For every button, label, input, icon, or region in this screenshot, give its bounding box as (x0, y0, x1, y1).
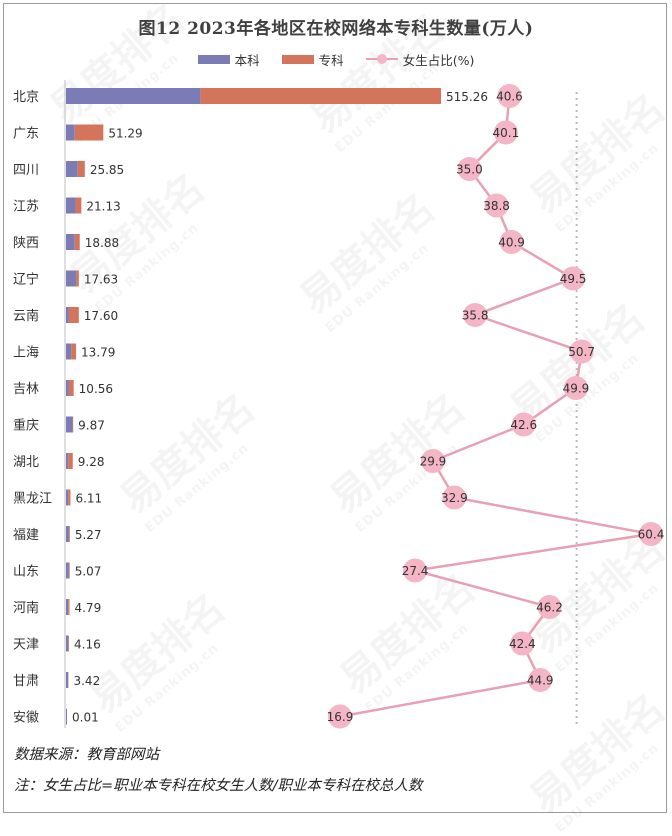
category-label-13: 山东 (13, 565, 39, 580)
bar-total-label-1: 51.29 (108, 127, 142, 141)
category-label-14: 河南 (13, 600, 39, 616)
bar-benke-2 (66, 161, 78, 177)
bar-benke-14 (66, 599, 68, 615)
bar-zhuanke-2 (78, 161, 85, 177)
bar-total-label-8: 10.56 (79, 382, 113, 396)
bar-benke-7 (66, 344, 71, 360)
bar-benke-0 (66, 88, 201, 104)
category-label-3: 江苏 (13, 199, 39, 215)
bar-zhuanke-11 (68, 490, 70, 506)
bar-zhuanke-1 (75, 125, 104, 141)
bar-benke-3 (66, 198, 75, 214)
bar-benke-13 (66, 563, 69, 579)
bar-zhuanke-12 (69, 526, 70, 542)
bar-total-label-13: 5.07 (75, 565, 102, 579)
bar-total-label-6: 17.60 (84, 309, 118, 323)
bar-total-label-17: 0.01 (72, 711, 99, 725)
ratio-line (340, 96, 651, 717)
bar-benke-1 (66, 125, 75, 141)
bar-zhuanke-14 (68, 599, 69, 615)
ratio-label-3: 38.8 (483, 199, 510, 213)
bar-benke-8 (66, 380, 69, 396)
bar-total-label-3: 21.13 (86, 200, 120, 214)
category-label-12: 福建 (13, 528, 39, 543)
bar-total-label-7: 13.79 (81, 346, 115, 360)
bar-benke-16 (66, 672, 68, 688)
bar-benke-15 (66, 636, 68, 652)
chart-svg: 北京 515.26 广东 51.29 四川 25.85 江苏 21.13 陕西 18.88 辽宁 17… (0, 0, 672, 818)
bar-benke-11 (66, 490, 68, 506)
ratio-label-12: 60.4 (638, 528, 665, 542)
bar-zhuanke-13 (69, 563, 70, 579)
source-note: 数据来源：教育部网站 (14, 743, 159, 764)
bar-total-label-15: 4.16 (74, 638, 101, 652)
ratio-label-8: 49.9 (563, 382, 590, 396)
ratio-label-14: 46.2 (536, 601, 563, 615)
bar-zhuanke-7 (71, 344, 76, 360)
bar-total-label-2: 25.85 (90, 163, 124, 177)
bar-benke-12 (66, 526, 69, 542)
bar-zhuanke-9 (73, 417, 74, 433)
category-label-16: 甘肃 (13, 674, 39, 689)
ratio-label-5: 49.5 (560, 272, 587, 286)
category-label-17: 安徽 (13, 711, 39, 726)
bar-total-label-11: 6.11 (75, 492, 102, 506)
ratio-label-10: 29.9 (420, 455, 447, 469)
ratio-label-7: 50.7 (568, 345, 595, 359)
bar-total-label-12: 5.27 (75, 528, 102, 542)
bar-benke-10 (66, 453, 68, 469)
definition-note: 注：女生占比=职业本专科在校女生人数/职业本专科在校总人数 (14, 774, 423, 795)
category-label-11: 黑龙江 (13, 492, 52, 507)
bar-total-label-5: 17.63 (84, 273, 118, 287)
ratio-label-4: 40.9 (498, 236, 525, 250)
category-label-6: 云南 (13, 308, 39, 324)
bar-zhuanke-3 (75, 198, 81, 214)
bar-zhuanke-5 (76, 271, 79, 287)
category-label-2: 四川 (13, 163, 39, 178)
ratio-label-17: 16.9 (327, 710, 354, 724)
bar-benke-4 (66, 234, 75, 250)
bar-zhuanke-6 (69, 307, 79, 323)
ratio-label-6: 35.8 (462, 309, 489, 323)
category-label-1: 广东 (13, 127, 39, 142)
bar-benke-6 (66, 307, 69, 323)
category-label-7: 上海 (13, 346, 39, 361)
category-label-5: 辽宁 (13, 272, 39, 288)
bar-zhuanke-0 (201, 88, 441, 104)
ratio-label-15: 42.4 (509, 637, 536, 651)
bar-zhuanke-10 (68, 453, 73, 469)
ratio-label-13: 27.4 (402, 564, 429, 578)
ratio-label-2: 35.0 (456, 163, 483, 177)
ratio-label-9: 42.6 (510, 418, 537, 432)
bar-total-label-9: 9.87 (78, 419, 105, 433)
ratio-label-16: 44.9 (527, 674, 554, 688)
ratio-label-1: 40.1 (493, 126, 520, 140)
bar-benke-17 (66, 709, 67, 725)
bar-total-label-0: 515.26 (446, 90, 488, 104)
bar-benke-9 (66, 417, 73, 433)
bar-zhuanke-8 (69, 380, 74, 396)
ratio-label-0: 40.6 (496, 90, 523, 104)
category-label-15: 天津 (13, 638, 39, 653)
category-label-9: 重庆 (13, 418, 39, 434)
ratio-label-11: 32.9 (441, 491, 468, 505)
bar-benke-5 (66, 271, 76, 287)
bar-total-label-16: 3.42 (73, 674, 100, 688)
category-label-0: 北京 (13, 90, 39, 105)
category-label-8: 吉林 (13, 382, 39, 397)
bar-total-label-14: 4.79 (74, 601, 101, 615)
bar-total-label-4: 18.88 (85, 236, 119, 250)
bar-zhuanke-4 (75, 234, 80, 250)
bar-total-label-10: 9.28 (78, 455, 105, 469)
bar-zhuanke-15 (68, 636, 69, 652)
category-label-10: 湖北 (13, 455, 39, 470)
category-label-4: 陕西 (13, 236, 39, 251)
